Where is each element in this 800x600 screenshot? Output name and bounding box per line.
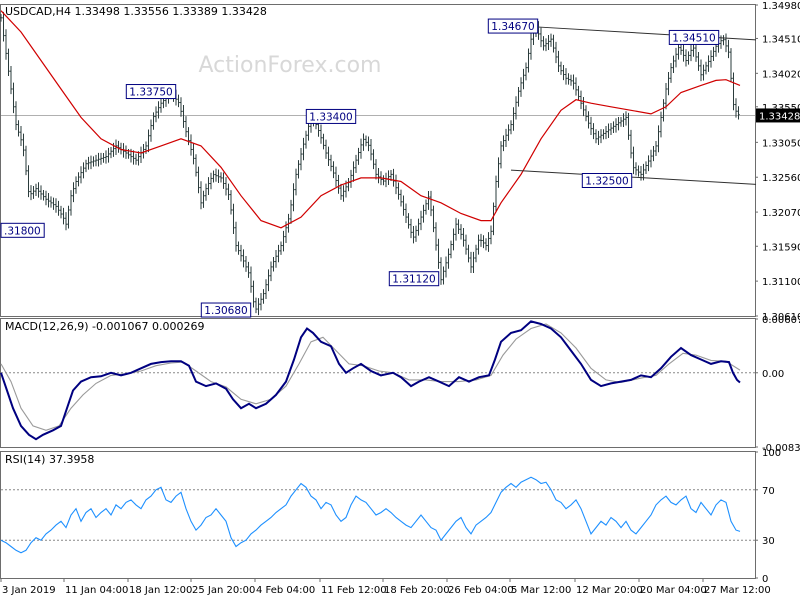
annotation-box xyxy=(388,271,440,287)
channel-lines xyxy=(510,26,757,185)
macd-tick-label: -0.008381 xyxy=(762,443,800,454)
price-tick-label: 1.31590 xyxy=(762,242,800,253)
annotation-box xyxy=(0,222,45,238)
time-tick-label: 4 Feb 04:00 xyxy=(256,585,315,596)
macd-panel-title: MACD(12,26,9) -0.001067 0.000269 xyxy=(5,320,204,333)
time-tick-label: 5 Mar 12:00 xyxy=(511,585,571,596)
annotation-box xyxy=(200,302,252,318)
annotation-box xyxy=(668,29,720,45)
current-price-label: 1.33428 xyxy=(759,111,800,122)
price-panel-title: USDCAD,H4 1.33498 1.33556 1.33389 1.3342… xyxy=(5,5,267,18)
price-tick-label: 1.34020 xyxy=(762,69,800,80)
price-tick-label: 1.32070 xyxy=(762,208,800,219)
macd-main-line xyxy=(0,320,741,441)
time-tick-label: 11 Jan 04:00 xyxy=(65,585,128,596)
macd-tick-label: 0.00607 xyxy=(762,315,800,326)
price-tick-label: 1.34980 xyxy=(762,1,800,12)
rsi-level-lines xyxy=(1,489,755,541)
macd-panel: MACD(12,26,9) -0.001067 0.000269 0.00607… xyxy=(0,315,800,454)
price-annotation: 1.32500 xyxy=(581,172,633,188)
price-tick-label: 1.32560 xyxy=(762,173,800,184)
price-axis-labels: 1.34980 1.34510 1.34020 1.33550 1.33050 1.325… xyxy=(755,1,800,323)
macd-panel-frame xyxy=(0,318,756,448)
annotation-label: .31800 xyxy=(4,225,41,237)
time-axis: 3 Jan 2019 11 Jan 04:00 18 Jan 12:00 25 Jan… xyxy=(0,578,771,596)
price-annotation: 1.31120 xyxy=(388,271,440,287)
time-tick-label: 3 Jan 2019 xyxy=(2,585,56,596)
rsi-tick-label: 30 xyxy=(762,536,775,547)
annotation-label: 1.33750 xyxy=(129,87,172,99)
price-annotation: 1.34510 xyxy=(668,29,720,45)
channel-line xyxy=(538,26,757,41)
macd-signal-line xyxy=(0,323,741,431)
price-panel: ActionForex.com 1.337501.346701.345101.3… xyxy=(0,1,800,323)
rsi-tick-label: 100 xyxy=(762,448,781,459)
time-tick-label: 27 Mar 12:00 xyxy=(704,585,771,596)
time-tick-label: 18 Jan 12:00 xyxy=(129,585,192,596)
annotation-label: 1.31120 xyxy=(392,274,435,286)
time-tick-label: 26 Feb 04:00 xyxy=(448,585,514,596)
time-tick-label: 18 Feb 20:00 xyxy=(384,585,450,596)
price-annotation: 1.33750 xyxy=(125,84,177,100)
rsi-axis-labels: 100 70 30 0 xyxy=(755,448,781,585)
price-annotation: .31800 xyxy=(0,222,45,238)
channel-line xyxy=(510,169,757,185)
watermark: ActionForex.com xyxy=(199,53,382,78)
annotation-box xyxy=(305,108,357,124)
annotation-label: 1.32500 xyxy=(585,175,628,187)
rsi-panel-title: RSI(14) 37.3958 xyxy=(5,453,94,466)
annotation-box xyxy=(581,172,633,188)
time-tick-label: 20 Mar 04:00 xyxy=(640,585,707,596)
annotation-box xyxy=(125,84,177,100)
annotation-label: 1.34510 xyxy=(672,32,715,44)
rsi-line xyxy=(0,476,741,554)
rsi-panel-frame xyxy=(0,451,756,579)
rsi-tick-label: 70 xyxy=(762,486,775,497)
annotation-label: 1.30680 xyxy=(204,305,247,317)
annotation-label: 1.33400 xyxy=(309,111,352,123)
annotation-label: 1.34670 xyxy=(491,21,534,33)
moving-average-line xyxy=(0,10,741,229)
macd-tick-label: 0.00 xyxy=(762,369,784,380)
time-tick-label: 12 Mar 20:00 xyxy=(576,585,643,596)
price-annotation: 1.30680 xyxy=(200,302,252,318)
price-annotations: 1.33750 1.34670 1.34510 1.33400 1.32500 .3180… xyxy=(0,18,720,318)
annotation-box xyxy=(487,18,539,34)
time-tick-label: 25 Jan 20:00 xyxy=(192,585,255,596)
time-tick-label: 11 Feb 12:00 xyxy=(321,585,387,596)
macd-axis-labels: 0.00607 0.00 -0.008381 xyxy=(755,315,800,454)
current-price-tag xyxy=(756,108,800,123)
price-tick-label: 1.33550 xyxy=(762,103,800,114)
price-annotation: 1.34670 xyxy=(487,18,539,34)
rsi-panel: RSI(14) 37.3958 100 70 30 0 xyxy=(0,448,781,585)
price-annotation: 1.33400 xyxy=(305,108,357,124)
price-tick-label: 1.34510 xyxy=(762,34,800,45)
price-tick-label: 1.33050 xyxy=(762,138,800,149)
rsi-tick-label: 0 xyxy=(762,574,768,585)
price-tick-label: 1.31100 xyxy=(762,277,800,288)
price-tick-label: 1.30610 xyxy=(762,312,800,323)
price-panel-frame xyxy=(0,4,756,317)
